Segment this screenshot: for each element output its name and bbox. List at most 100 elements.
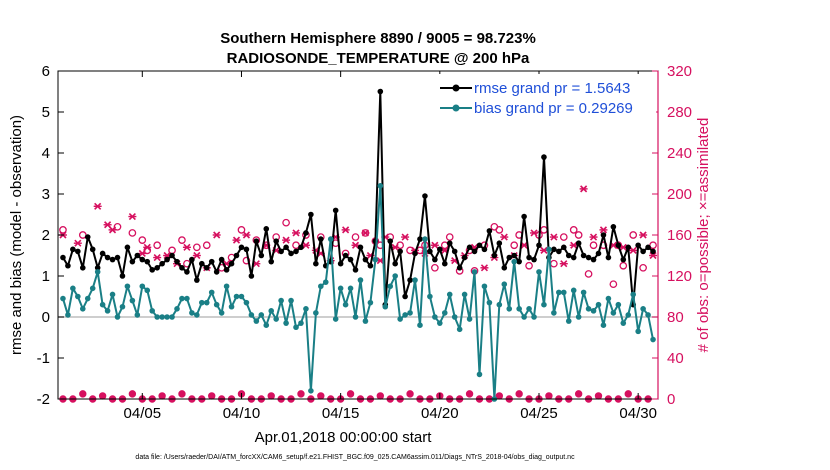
rmse-point <box>496 240 503 246</box>
x-axis: 04/05 04/10 04/15 04/20 04/25 04/30 <box>124 71 657 422</box>
bias-point <box>357 277 364 283</box>
rmse-point <box>253 238 260 244</box>
y2-tick-label: 200 <box>667 186 692 203</box>
bias-point <box>600 322 607 329</box>
obs-possible-marker <box>495 226 504 234</box>
rmse-point <box>387 238 394 244</box>
y-tick-label: 5 <box>42 104 50 121</box>
rmse-point <box>194 277 200 283</box>
bias-point <box>610 310 617 316</box>
bias-point <box>595 301 602 308</box>
rmse-point <box>159 260 165 267</box>
bias-point <box>352 314 359 320</box>
bias-point <box>476 371 483 378</box>
obs-possible-marker <box>584 270 593 278</box>
obs-possible-marker <box>351 233 360 241</box>
bias-point <box>441 310 448 316</box>
bias-point <box>263 322 270 329</box>
y-tick-label: 3 <box>42 186 50 203</box>
rmse-point <box>516 258 522 265</box>
obs-possible-marker <box>589 241 598 250</box>
bias-point <box>625 312 632 318</box>
obs-possible-marker <box>574 231 583 239</box>
rmse-point <box>258 252 265 259</box>
bias-point <box>556 289 562 296</box>
bias-point <box>630 291 637 298</box>
bias-point <box>402 312 408 318</box>
rmse-point <box>144 258 151 265</box>
rmse-point <box>615 242 622 249</box>
obs-assimilated-marker <box>232 236 241 244</box>
bias-point <box>417 322 423 329</box>
bias-point <box>461 291 468 298</box>
rmse-point <box>640 248 646 255</box>
legend: rmse grand pr = 1.5643 bias grand pr = 0… <box>436 74 656 117</box>
x-axis-label: Apr.01,2018 00:00:00 start <box>255 429 433 446</box>
rmse-point <box>556 248 562 255</box>
rmse-point <box>134 252 141 259</box>
bias-point <box>298 320 304 326</box>
rmse-point <box>541 154 547 160</box>
y2-tick-label: 40 <box>667 350 684 367</box>
bias-point <box>228 303 235 310</box>
bias-point <box>60 295 66 302</box>
bias-point <box>377 183 384 189</box>
legend-rmse-label: rmse grand pr = 1.5643 <box>474 80 630 97</box>
rmse-point <box>585 254 592 261</box>
obs-count-bottom-marker <box>574 390 583 398</box>
rmse-point <box>114 254 121 261</box>
bias-point <box>516 306 522 312</box>
x-tick-label: 04/25 <box>520 405 558 422</box>
rmse-point <box>70 246 76 253</box>
rmse-point <box>407 277 413 283</box>
bias-point <box>620 320 627 326</box>
legend-bias-label: bias grand pr = 0.29269 <box>474 100 633 117</box>
data-file-footnote: data file: /Users/raeder/DAI/ATM_forcXX/… <box>135 454 575 461</box>
rmse-point <box>75 248 81 255</box>
bias-point <box>541 301 547 308</box>
bias-point <box>144 287 151 294</box>
bias-point <box>109 291 116 298</box>
rmse-point <box>605 254 612 261</box>
rmse-point <box>293 248 299 255</box>
bias-point <box>114 314 121 320</box>
obs-count-bottom-marker <box>545 392 553 400</box>
obs-possible-marker <box>445 233 454 241</box>
rmse-point <box>521 213 527 220</box>
rmse-point <box>308 211 314 218</box>
bias-point <box>536 269 542 275</box>
rmse-point <box>625 244 632 251</box>
obs-assimilated-marker <box>500 233 509 241</box>
bias-point <box>104 308 111 314</box>
rmse-point <box>575 240 582 246</box>
chart-subtitle: RADIOSONDE_TEMPERATURE @ 200 hPa <box>227 50 530 67</box>
bias-point <box>551 310 557 316</box>
bias-point <box>94 269 101 275</box>
rmse-point <box>342 252 349 259</box>
bias-point <box>432 314 438 320</box>
obs-possible-marker <box>282 218 290 227</box>
y2-tick-label: 280 <box>667 104 692 121</box>
rmse-point <box>179 265 185 271</box>
y-tick-label: 2 <box>42 227 50 244</box>
obs-assimilated-marker <box>351 241 360 249</box>
obs-count-bottom-marker <box>79 390 87 398</box>
obs-count-bottom-marker <box>267 392 275 400</box>
rmse-point <box>199 260 205 267</box>
obs-assimilated-marker <box>282 236 291 244</box>
rmse-point <box>645 244 651 251</box>
obs-assimilated-marker <box>128 212 137 221</box>
rmse-point <box>377 88 384 95</box>
obs-assimilated-marker <box>242 231 251 239</box>
bias-point <box>645 312 651 318</box>
bias-point <box>511 258 517 265</box>
bias-point <box>412 277 418 283</box>
rmse-point <box>60 254 66 261</box>
bias-point <box>124 283 131 290</box>
rmse-point <box>427 248 433 255</box>
rmse-point <box>412 250 418 257</box>
bias-point <box>392 273 398 279</box>
bias-point <box>70 285 76 292</box>
y-axis-label: rmse and bias (model - observation) <box>8 115 25 355</box>
